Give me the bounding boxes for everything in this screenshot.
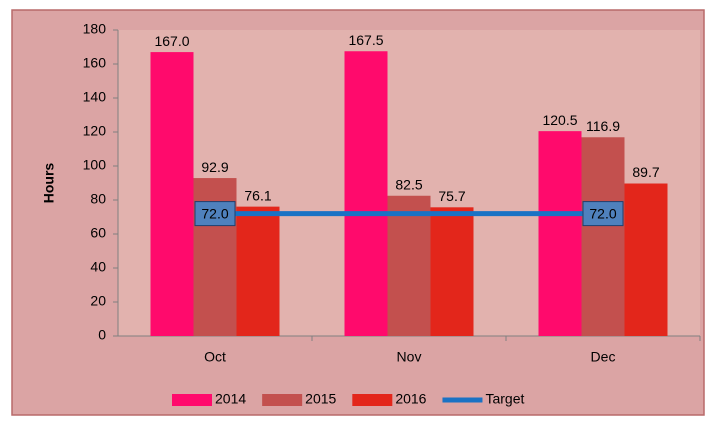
data-label-box — [582, 201, 624, 227]
x-tick-label: Dec — [591, 349, 616, 365]
data-label: 120.5 — [542, 112, 577, 128]
data-label: 72.0 — [201, 205, 228, 221]
legend-label: 2014 — [215, 391, 246, 407]
data-label: 167.5 — [348, 32, 383, 48]
y-tick-label: 0 — [98, 327, 106, 343]
legend-label: 2015 — [305, 391, 336, 407]
bar — [538, 131, 582, 336]
legend-label: Target — [485, 391, 524, 407]
data-label: 82.5 — [395, 176, 422, 192]
y-tick-label: 40 — [90, 259, 106, 275]
y-tick-label: 20 — [90, 293, 106, 309]
data-label: 116.9 — [586, 118, 620, 134]
y-tick-label: 100 — [83, 157, 107, 173]
bar — [624, 183, 668, 336]
x-tick-label: Oct — [204, 349, 226, 365]
y-tick-label: 120 — [83, 123, 107, 139]
y-tick-label: 140 — [83, 89, 107, 105]
y-axis-label: Hours — [41, 163, 57, 204]
bar — [581, 137, 625, 336]
legend-label: 2016 — [395, 391, 426, 407]
data-label-box — [194, 201, 236, 227]
data-label: 72.0 — [589, 205, 616, 221]
y-tick-label: 160 — [83, 55, 107, 71]
x-tick-label: Nov — [397, 349, 422, 365]
legend-swatch — [262, 394, 303, 406]
data-label: 76.1 — [244, 187, 271, 203]
y-tick-label: 180 — [83, 21, 107, 37]
bar — [150, 52, 194, 336]
y-tick-label: 80 — [90, 191, 106, 207]
data-label: 167.0 — [154, 33, 189, 49]
bar — [387, 195, 431, 336]
legend-swatch — [172, 394, 212, 406]
bar — [236, 206, 280, 336]
data-label: 92.9 — [201, 159, 228, 175]
y-tick-label: 60 — [90, 225, 106, 241]
data-label: 75.7 — [438, 188, 465, 204]
bar — [430, 207, 474, 336]
data-label: 89.7 — [632, 164, 659, 180]
bar — [344, 51, 388, 336]
legend-swatch — [352, 394, 393, 406]
